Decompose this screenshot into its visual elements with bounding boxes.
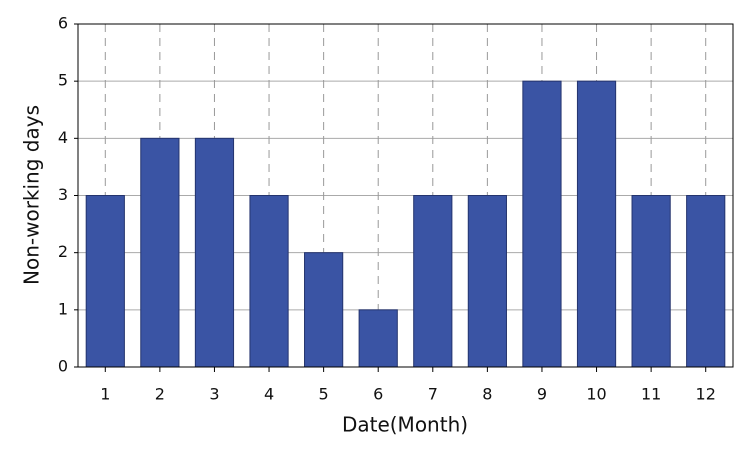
bar: [686, 195, 726, 368]
y-tick-label: 5: [58, 71, 68, 90]
x-tick-label: 7: [428, 385, 438, 404]
bar: [631, 195, 671, 368]
bar: [85, 195, 125, 368]
y-tick-label: 2: [58, 242, 68, 261]
y-tick-label: 1: [58, 299, 68, 318]
bar: [249, 195, 289, 368]
bar: [467, 195, 507, 368]
bar: [522, 80, 562, 368]
x-axis-label: Date(Month): [342, 413, 468, 437]
x-tick-label: 1: [100, 385, 110, 404]
bar: [304, 252, 344, 368]
x-tick-label: 9: [537, 385, 547, 404]
y-axis-label: Non-working days: [20, 105, 44, 285]
bar: [413, 195, 453, 368]
x-tick-label: 11: [641, 385, 661, 404]
bar: [194, 137, 235, 368]
bar: [576, 80, 617, 368]
x-tick-label: 6: [373, 385, 383, 404]
y-tick-label: 0: [58, 357, 68, 376]
x-tick-label: 2: [155, 385, 165, 404]
x-tick-label: 4: [264, 385, 274, 404]
plot-frame: [77, 23, 734, 368]
y-tick-label: 4: [58, 128, 68, 147]
x-tick-label: 5: [319, 385, 329, 404]
x-tick-label: 3: [209, 385, 219, 404]
y-tick-label: 3: [58, 185, 68, 204]
y-tick-label: 6: [58, 14, 68, 33]
bar: [358, 309, 398, 368]
x-tick-label: 12: [696, 385, 716, 404]
x-tick-label: 10: [586, 385, 606, 404]
x-tick-label: 8: [482, 385, 492, 404]
bar: [140, 137, 180, 368]
